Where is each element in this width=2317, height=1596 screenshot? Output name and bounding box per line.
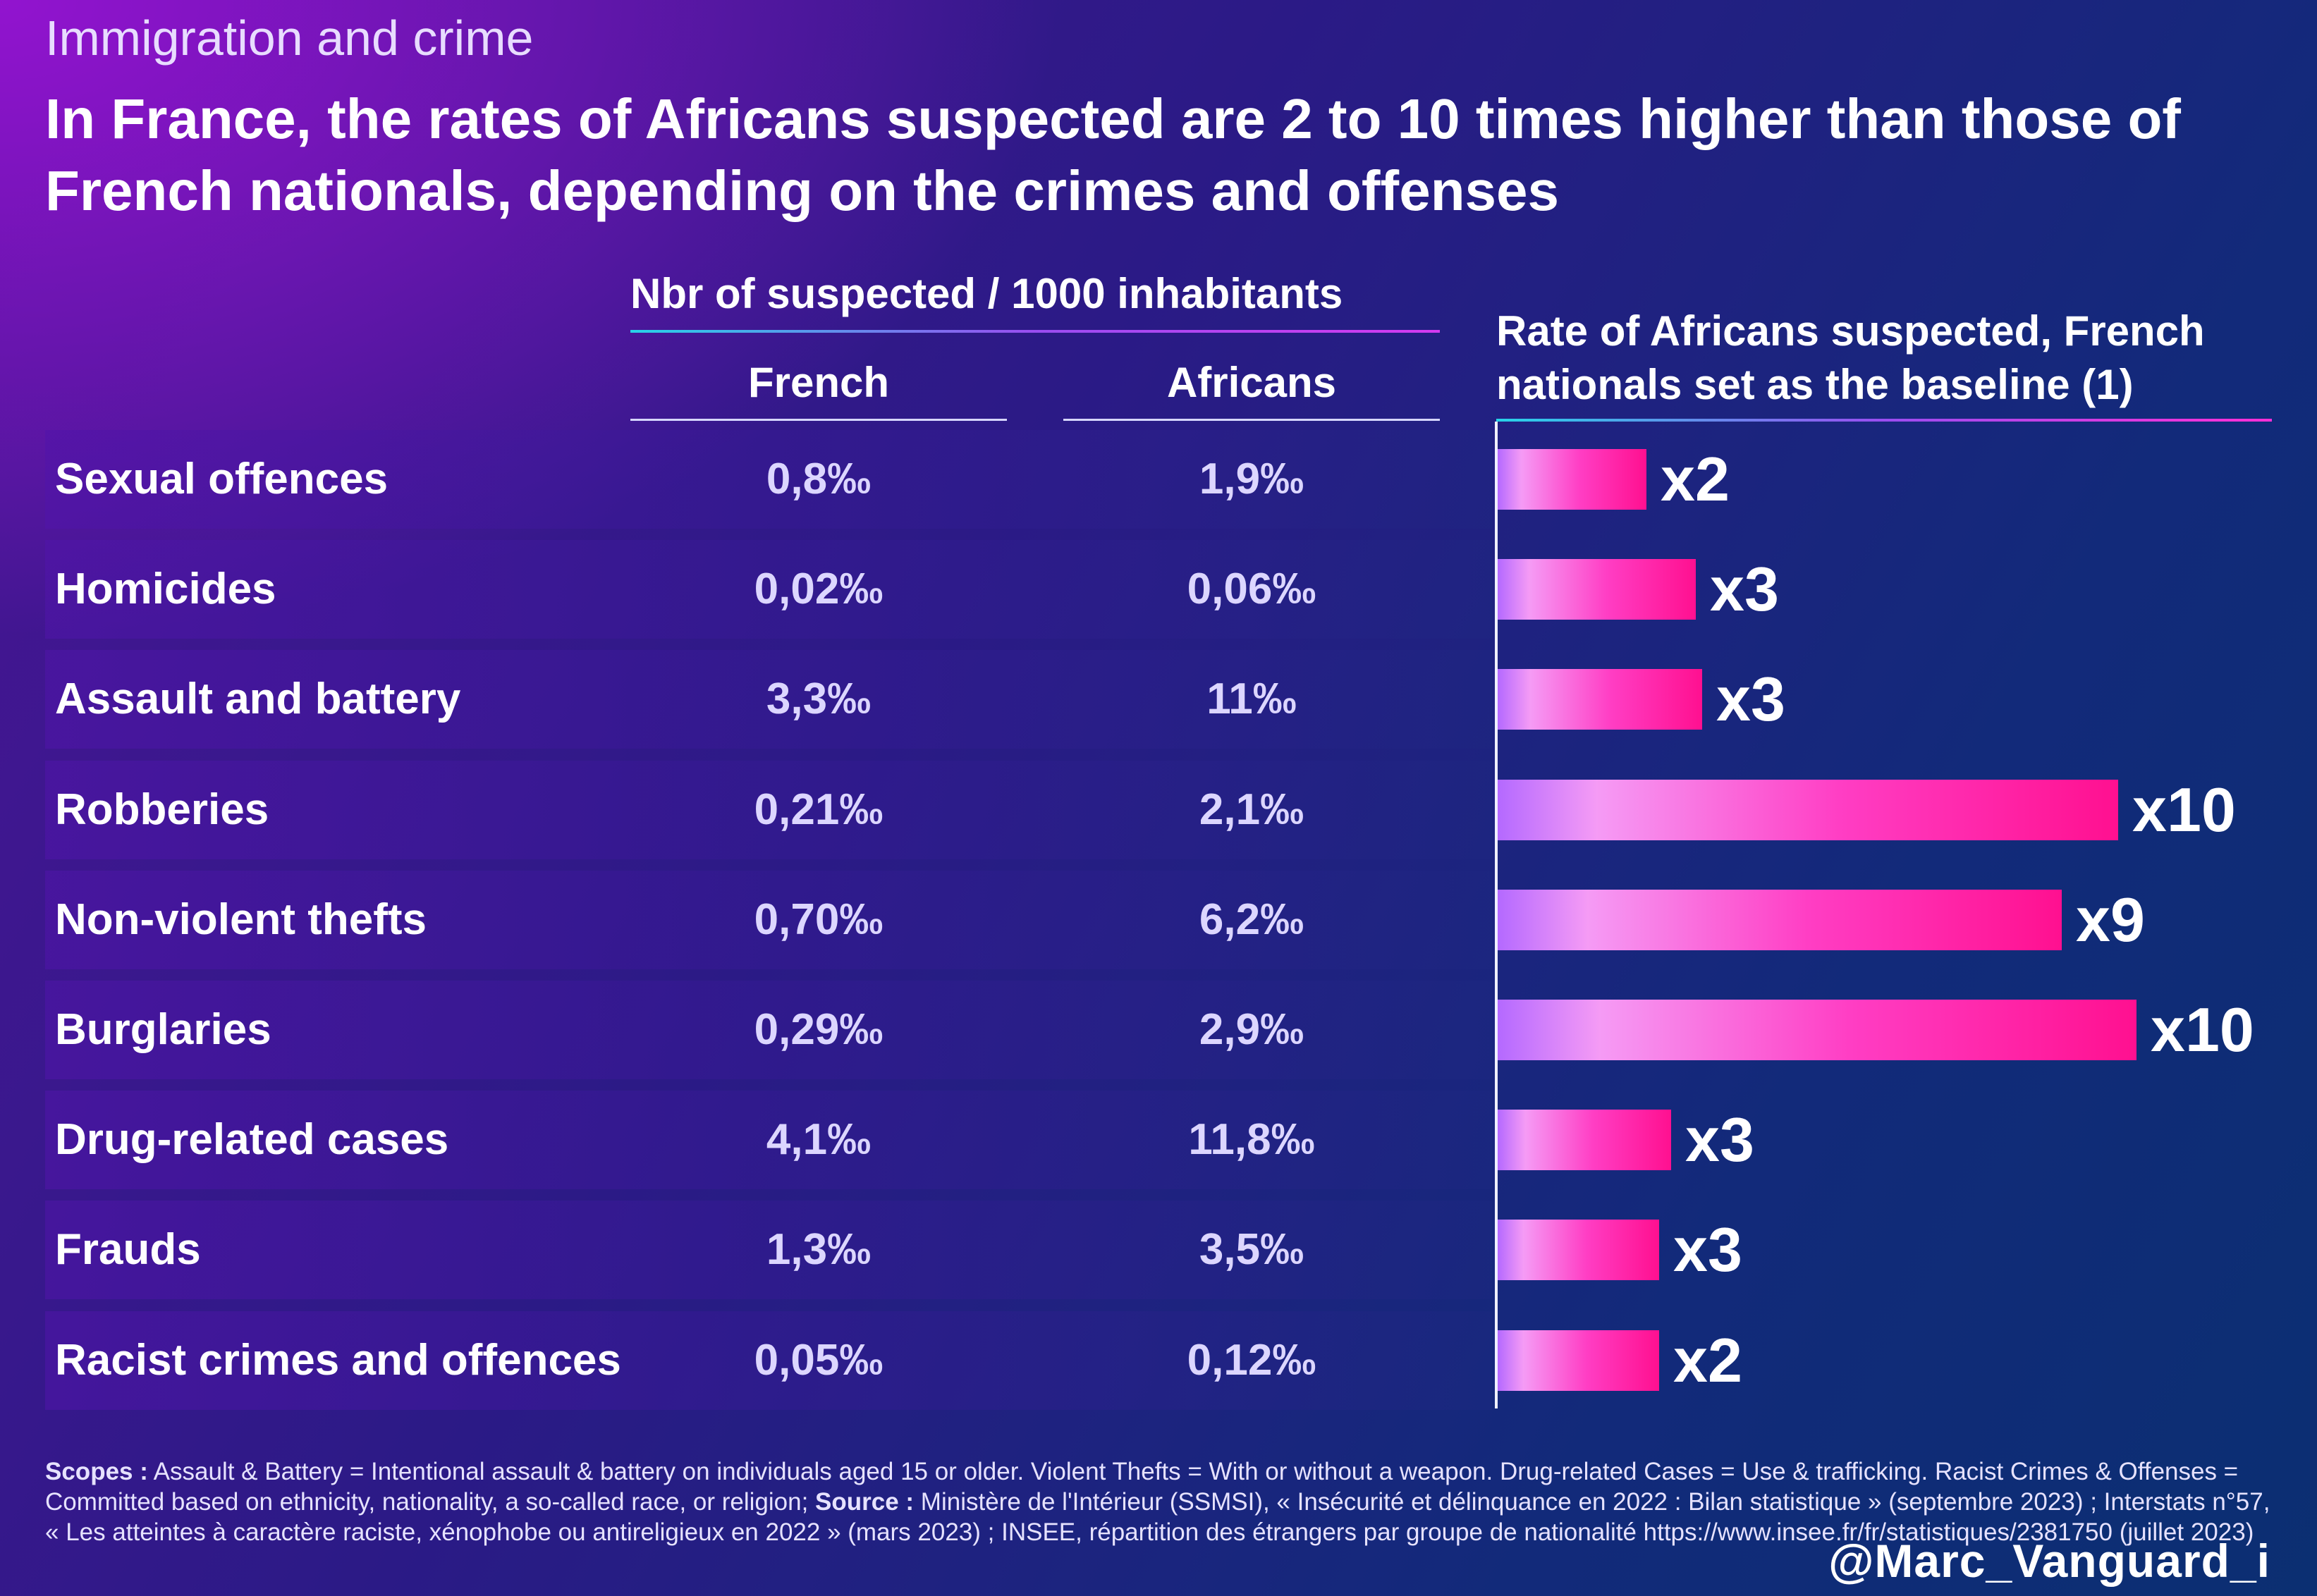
africans-value: 1,9‰ [1199, 455, 1304, 503]
category-label: Racist crimes and offences [55, 1335, 621, 1385]
table-row [45, 540, 1492, 639]
data-label: x3 [1716, 664, 1785, 735]
table-row [45, 1310, 1492, 1410]
table-row [45, 1201, 1492, 1300]
french-value: 3,3‰ [766, 675, 872, 724]
data-label: x3 [1710, 554, 1779, 625]
category-label: Non-violent thefts [55, 895, 427, 944]
table-row [45, 430, 1492, 529]
bar [1498, 449, 1646, 510]
french-value: 0,02‰ [754, 565, 884, 614]
data-label: x2 [1661, 444, 1730, 514]
rate-header-underline [1496, 419, 2272, 422]
french-value: 1,3‰ [766, 1225, 872, 1275]
category-label: Frauds [55, 1225, 201, 1275]
data-label: x2 [1673, 1325, 1742, 1395]
africans-value: 11‰ [1206, 675, 1297, 724]
africans-value: 2,9‰ [1199, 1005, 1304, 1054]
kicker-title: Immigration and crime [45, 11, 534, 66]
data-label: x10 [2132, 774, 2236, 845]
french-value: 0,29‰ [754, 1005, 884, 1054]
category-label: Assault and battery [55, 675, 461, 724]
bar [1498, 1110, 1671, 1171]
french-value: 0,8‰ [766, 455, 872, 503]
scopes-text: Assault & Battery = Intentional assault … [45, 1458, 2239, 1516]
category-label: Burglaries [55, 1005, 271, 1054]
bar [1498, 1220, 1659, 1281]
french-value: 4,1‰ [766, 1115, 872, 1165]
africans-value: 11,8‰ [1188, 1115, 1315, 1165]
source-text: Ministère de l'Intérieur (SSMSI), « Insé… [45, 1488, 2270, 1546]
column-underline-africans [1063, 419, 1440, 421]
footnote: Scopes : Assault & Battery = Intentional… [45, 1456, 2273, 1547]
table-row [45, 650, 1492, 749]
french-value: 0,21‰ [754, 785, 884, 834]
africans-value: 0,06‰ [1187, 565, 1316, 614]
table-row [45, 981, 1492, 1079]
bar [1498, 889, 2062, 950]
column-underline-french [630, 419, 1007, 421]
table-row [45, 760, 1492, 859]
bar [1498, 559, 1696, 620]
bar [1498, 669, 1702, 730]
baseline-axis [1495, 422, 1498, 1408]
rate-header: Rate of Africans suspected, French natio… [1496, 307, 2205, 408]
data-label: x3 [1673, 1215, 1742, 1285]
data-label: x3 [1685, 1105, 1754, 1175]
category-label: Homicides [55, 565, 276, 614]
data-label: x9 [2076, 884, 2145, 954]
column-header-africans: Africans [1166, 359, 1337, 406]
table-row [45, 870, 1492, 969]
category-label: Drug-related cases [55, 1115, 449, 1165]
french-value: 0,05‰ [754, 1335, 884, 1385]
africans-value: 2,1‰ [1199, 785, 1304, 834]
africans-value: 6,2‰ [1199, 895, 1304, 944]
french-value: 0,70‰ [754, 895, 884, 944]
group-header: Nbr of suspected / 1000 inhabitants [630, 270, 1343, 317]
chart-title: In France, the rates of Africans suspect… [45, 87, 2181, 222]
africans-value: 0,12‰ [1187, 1335, 1316, 1385]
column-header-french: French [747, 359, 890, 406]
data-label: x10 [2151, 995, 2254, 1064]
table-row [45, 1091, 1492, 1190]
source-label: Source : [815, 1488, 915, 1516]
africans-value: 3,5‰ [1199, 1225, 1304, 1275]
scopes-label: Scopes : [45, 1458, 148, 1485]
group-header-underline [630, 330, 1440, 333]
bar [1498, 779, 2118, 840]
bar [1498, 1000, 2136, 1060]
category-label: Sexual offences [55, 455, 389, 503]
bar [1498, 1330, 1659, 1391]
category-label: Robberies [55, 785, 269, 834]
author-handle: @Marc_Vanguard_i [1828, 1535, 2270, 1587]
